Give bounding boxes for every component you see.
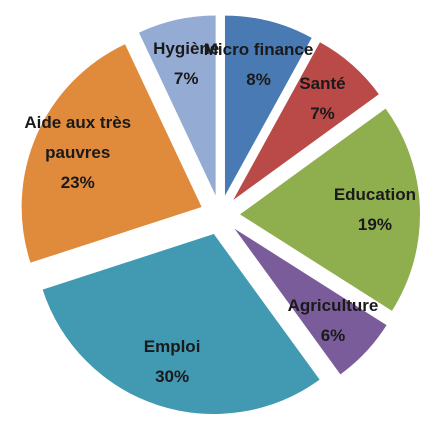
category-label: Santé bbox=[299, 73, 346, 93]
slice-label: Emploi 30% bbox=[106, 332, 238, 392]
slice-label: Micro finance 8% bbox=[193, 35, 325, 95]
value-label: 19% bbox=[357, 215, 392, 235]
pie-slice bbox=[21, 44, 202, 263]
slice-label: Aide aux très pauvres 23% bbox=[12, 108, 144, 198]
pie-slice bbox=[42, 234, 320, 415]
slice-label: Santé 7% bbox=[257, 69, 389, 129]
category-label: Education bbox=[333, 185, 416, 205]
value-label: 8% bbox=[246, 69, 271, 89]
category-label: Hygiène bbox=[153, 38, 220, 58]
pie-slice bbox=[138, 15, 216, 196]
pie-slice bbox=[239, 108, 420, 311]
pie-slice bbox=[224, 15, 312, 196]
category-label: Emploi bbox=[143, 337, 201, 357]
slice-label: Agriculture 6% bbox=[267, 291, 399, 351]
slice-label: Hygiène 7% bbox=[120, 34, 252, 94]
pie-slice bbox=[234, 228, 387, 375]
value-label: 30% bbox=[155, 367, 190, 387]
value-label: 6% bbox=[320, 326, 346, 346]
slice-label: Education 19% bbox=[309, 180, 435, 240]
pie-slice bbox=[233, 42, 379, 200]
value-label: 7% bbox=[173, 68, 199, 88]
category-label: Agriculture bbox=[287, 296, 379, 316]
value-label: 23% bbox=[60, 173, 95, 193]
value-label: 7% bbox=[310, 103, 335, 123]
category-label: Aide aux très pauvres bbox=[24, 113, 132, 163]
category-label: Micro finance bbox=[203, 39, 314, 59]
